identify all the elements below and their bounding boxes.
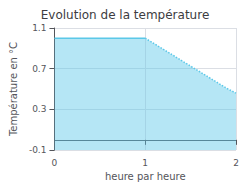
- svg-text:-0.1: -0.1: [29, 145, 47, 155]
- svg-text:0: 0: [52, 158, 58, 168]
- svg-text:0.7: 0.7: [32, 64, 46, 74]
- svg-text:Evolution de la température: Evolution de la température: [41, 8, 210, 22]
- svg-text:2: 2: [233, 158, 239, 168]
- svg-text:heure par heure: heure par heure: [105, 171, 186, 182]
- svg-text:Température en °C: Température en °C: [8, 42, 19, 137]
- svg-text:0.3: 0.3: [32, 104, 46, 114]
- svg-text:1.1: 1.1: [32, 23, 46, 33]
- svg-text:1: 1: [142, 158, 148, 168]
